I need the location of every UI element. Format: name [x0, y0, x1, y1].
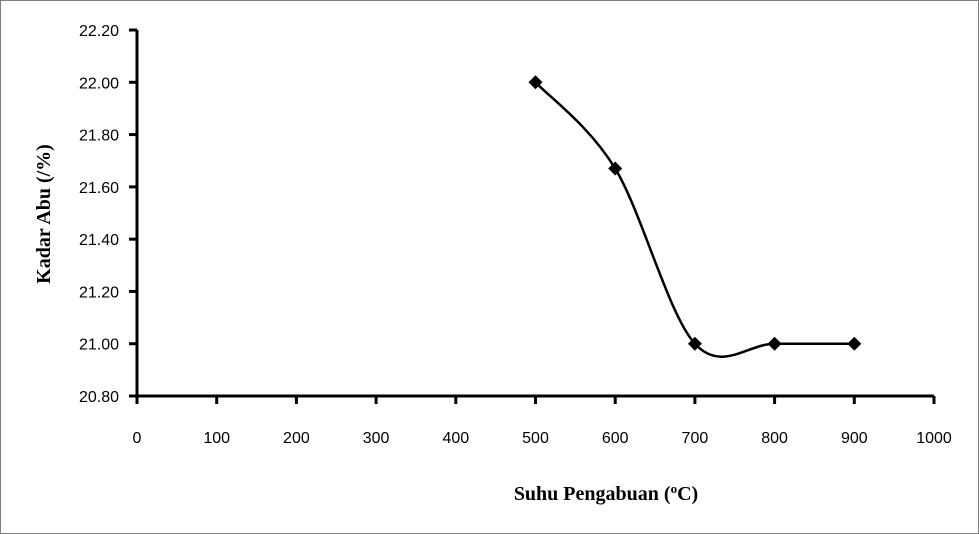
- y-tick-label: 21.80: [79, 128, 119, 145]
- data-point-marker: [528, 75, 543, 90]
- x-tick-label: 500: [522, 430, 549, 447]
- x-tick-label: 1000: [916, 430, 952, 447]
- data-point-marker: [847, 336, 862, 351]
- y-axis-title: Kadar Abu (/%): [33, 144, 55, 284]
- y-tick-label: 22.00: [79, 75, 119, 92]
- data-point-marker: [767, 336, 782, 351]
- y-axis: 20.80 21.00 21.20 21.40 21.60 21.80 22.00 22.20: [79, 23, 139, 406]
- x-tick-label: 700: [682, 430, 709, 447]
- x-tick-label: 300: [363, 430, 390, 447]
- y-tick-label: 21.20: [79, 284, 119, 301]
- y-tick-label: 22.20: [79, 23, 119, 40]
- x-tick-label: 0: [133, 430, 142, 447]
- x-axis: 0 100 200 300 400 500 600 700 800 900 1000: [133, 394, 952, 447]
- y-tick-label: 21.00: [79, 337, 119, 354]
- y-tick-label: 21.60: [79, 180, 119, 197]
- y-tick-label: 21.40: [79, 232, 119, 249]
- x-tick-label: 100: [203, 430, 230, 447]
- x-tick-label: 400: [442, 430, 469, 447]
- x-tick-label: 800: [761, 430, 788, 447]
- plot-area: [528, 75, 862, 358]
- x-tick-label: 200: [283, 430, 310, 447]
- y-tick-label: 20.80: [79, 389, 119, 406]
- x-tick-label: 900: [841, 430, 868, 447]
- data-point-marker: [608, 161, 623, 176]
- x-tick-label: 600: [602, 430, 629, 447]
- series-line: [534, 81, 855, 358]
- x-axis-title: Suhu Pengabuan (oC): [514, 481, 698, 505]
- data-point-marker: [687, 336, 702, 351]
